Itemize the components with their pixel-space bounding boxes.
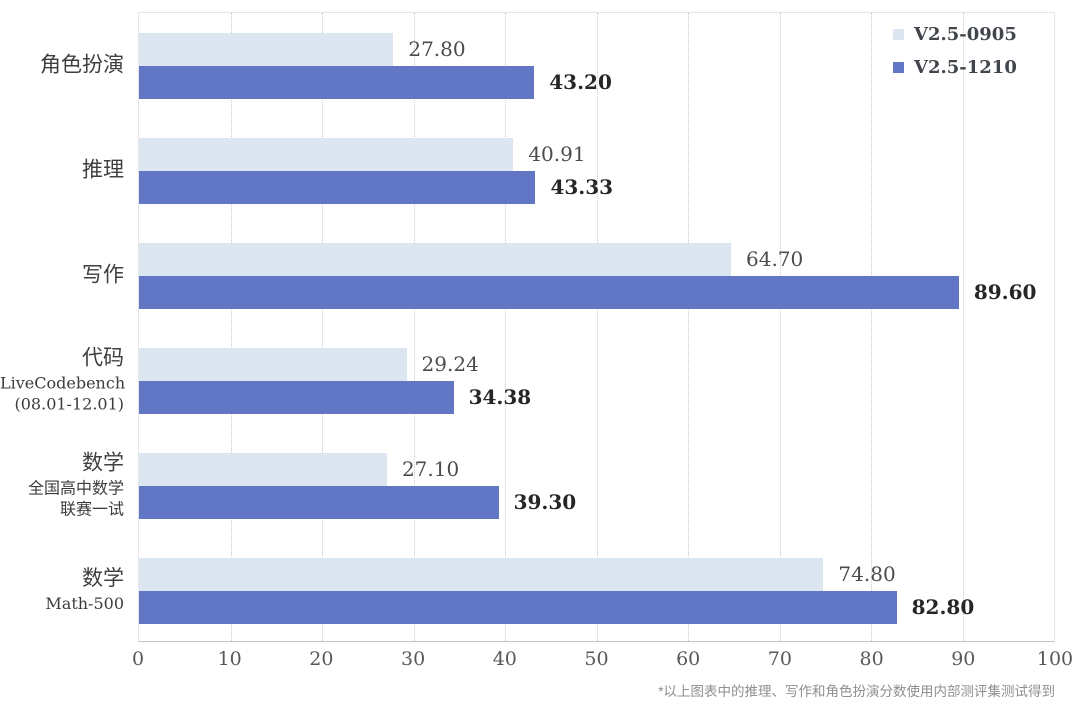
gridline xyxy=(322,13,323,641)
legend-label: V2.5-0905 xyxy=(914,24,1017,45)
bar-V2.5-0905 xyxy=(139,137,514,171)
category-label-main: 代码 xyxy=(82,346,124,370)
x-tick-label: 70 xyxy=(767,648,792,670)
x-tick-label: 10 xyxy=(217,648,242,670)
legend-item-v25-0905: V2.5-0905 xyxy=(893,24,1017,45)
bar-group: 27.10 39.30 xyxy=(139,433,1054,538)
bar-V2.5-0905 xyxy=(139,557,824,591)
category-label: 数学 Math-500 xyxy=(0,564,124,614)
gridline xyxy=(596,13,598,641)
bar-value-label: 82.80 xyxy=(911,595,975,619)
bar-value-label: 39.30 xyxy=(513,490,577,514)
category-label: 角色扮演 xyxy=(0,51,124,78)
category-label-main: 数学 xyxy=(82,451,124,475)
category-label-sub: Math-500 xyxy=(45,593,124,613)
category-label-main: 推理 xyxy=(82,157,124,181)
bar-value-label: 40.91 xyxy=(528,142,586,166)
category-label: 数学全国高中数学 联赛一试 xyxy=(0,449,124,520)
bar-value-label: 43.33 xyxy=(550,175,614,199)
x-tick-label: 60 xyxy=(676,648,701,670)
x-tick-label: 80 xyxy=(859,648,884,670)
bar-V2.5-1210 xyxy=(139,485,499,519)
gridline xyxy=(871,13,872,641)
bar-V2.5-1210 xyxy=(139,590,897,624)
bar-group: 29.24 34.38 xyxy=(139,328,1054,433)
category-label: 推理 xyxy=(0,156,124,183)
legend-item-v25-1210: V2.5-1210 xyxy=(893,57,1017,78)
bar-line: 29.24 xyxy=(139,347,1054,381)
gridline xyxy=(505,13,506,641)
bar-V2.5-0905 xyxy=(139,452,387,486)
bar-V2.5-1210 xyxy=(139,380,454,414)
bar-line: 74.80 xyxy=(139,557,1054,591)
category-label-sub: LiveCodebench (08.01-12.01) xyxy=(0,373,126,414)
bar-value-label: 29.24 xyxy=(421,352,479,376)
x-tick-label: 90 xyxy=(951,648,976,670)
bar-group: 64.70 89.60 xyxy=(139,223,1054,328)
x-tick-label: 20 xyxy=(309,648,334,670)
bar-line: 89.60 xyxy=(139,275,1054,309)
bar-V2.5-1210 xyxy=(139,275,959,309)
gridline xyxy=(413,13,415,641)
category-label-main: 角色扮演 xyxy=(40,52,124,76)
category-label: 写作 xyxy=(0,261,124,288)
bar-line: 43.33 xyxy=(139,170,1054,204)
category-label-main: 数学 xyxy=(82,566,124,590)
footnote: *以上图表中的推理、写作和角色扮演分数使用内部测评集测试得到 xyxy=(658,684,1055,699)
gridlines xyxy=(139,13,1054,641)
bar-value-label: 89.60 xyxy=(973,280,1037,304)
plot-area: 27.80 43.20 40.91 43.33 64.70 89.60 29.24 34.38… xyxy=(138,12,1055,642)
bar-value-label: 34.38 xyxy=(468,385,532,409)
bar-V2.5-1210 xyxy=(139,170,536,204)
y-axis-labels: 角色扮演 推理 写作 代码 LiveCodebench (08.01-12.01) 数学 全国… xyxy=(0,12,130,642)
bar-line: 39.30 xyxy=(139,485,1054,519)
bar-group: 74.80 82.80 xyxy=(139,538,1054,643)
bar-line: 34.38 xyxy=(139,380,1054,414)
category-label-main: 写作 xyxy=(82,262,124,286)
bar-line: 43.20 xyxy=(139,65,1054,99)
bar-line: 40.91 xyxy=(139,137,1054,171)
gridline xyxy=(688,13,689,641)
bar-V2.5-0905 xyxy=(139,347,407,381)
bar-V2.5-0905 xyxy=(139,32,394,66)
category-label-sub: 全国高中数学 联赛一试 xyxy=(27,478,124,519)
bar-V2.5-1210 xyxy=(139,65,535,99)
bar-value-label: 27.80 xyxy=(408,37,466,61)
bar-value-label: 43.20 xyxy=(549,70,612,94)
x-tick-label: 40 xyxy=(492,648,517,670)
x-tick-label: 0 xyxy=(131,648,145,670)
bar-V2.5-0905 xyxy=(139,242,731,276)
bars: 27.80 43.20 40.91 43.33 64.70 89.60 29.24 34.38… xyxy=(139,13,1054,641)
bar-group: 40.91 43.33 xyxy=(139,118,1054,223)
bar-value-label: 64.70 xyxy=(746,247,804,271)
gridline xyxy=(962,13,964,641)
x-tick-label: 100 xyxy=(1036,648,1074,670)
bar-value-label: 27.10 xyxy=(401,457,460,481)
bar-value-label: 74.80 xyxy=(838,562,896,586)
bar-line: 27.80 xyxy=(139,32,1054,66)
x-axis: 0 10 20 30 40 50 60 70 80 90 100 xyxy=(132,644,1073,672)
x-tick-label: 50 xyxy=(584,648,609,670)
gridline xyxy=(779,13,781,641)
bar-line: 82.80 xyxy=(139,590,1054,624)
legend-swatch-dark xyxy=(893,62,904,73)
bar-line: 64.70 xyxy=(139,242,1054,276)
bar-group: 27.80 43.20 xyxy=(139,13,1054,118)
category-label: 代码 LiveCodebench (08.01-12.01) xyxy=(0,344,126,415)
legend-label: V2.5-1210 xyxy=(914,57,1017,78)
x-tick-label: 30 xyxy=(401,648,426,670)
gridline xyxy=(230,13,232,641)
legend-swatch-light xyxy=(893,29,904,40)
bar-line: 27.10 xyxy=(139,452,1054,486)
legend: V2.5-0905 V2.5-1210 xyxy=(893,24,1017,78)
